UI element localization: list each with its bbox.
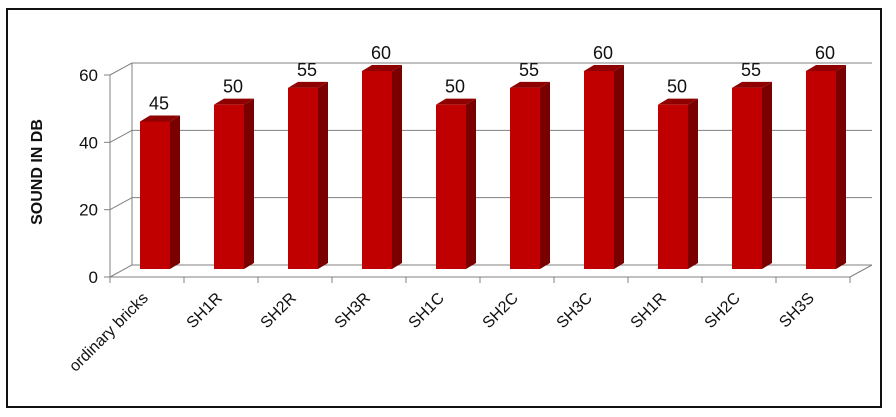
- bar-top: [362, 65, 402, 71]
- bar-top: [436, 98, 476, 105]
- grid-diagonal: [109, 129, 133, 143]
- bar-top: [584, 65, 624, 71]
- bar: [510, 87, 540, 269]
- grid-diagonal: [109, 197, 133, 211]
- x-tick-label: SH2C: [480, 290, 522, 332]
- data-label: 50: [223, 77, 243, 97]
- bar: [214, 104, 244, 270]
- y-tick-label: 20: [79, 201, 98, 220]
- data-label: 50: [445, 77, 465, 97]
- bar-side: [540, 81, 550, 269]
- data-label: 60: [593, 43, 613, 63]
- bar-top: [806, 65, 846, 71]
- bar-side: [170, 115, 180, 269]
- bar: [658, 104, 688, 270]
- bar-top: [510, 81, 550, 88]
- grid-diagonal: [109, 264, 133, 278]
- x-tick-label: SH3C: [554, 290, 596, 332]
- y-tick-label: 60: [79, 66, 98, 85]
- data-label: 60: [371, 43, 391, 63]
- bar: [288, 87, 318, 269]
- bar-side: [466, 98, 476, 270]
- bar-side: [836, 65, 846, 269]
- bar: [732, 87, 762, 269]
- bar-top: [214, 98, 254, 105]
- bar-layer: [140, 65, 846, 270]
- grid-diagonal: [109, 62, 133, 76]
- bar-top: [140, 115, 180, 122]
- bar-side: [318, 81, 328, 269]
- data-label: 55: [741, 60, 761, 80]
- data-label: 55: [519, 60, 539, 80]
- x-tick-label: SH1R: [628, 290, 670, 332]
- bar-side: [762, 81, 772, 269]
- bar-top: [288, 81, 328, 88]
- data-label: 60: [815, 43, 835, 63]
- bar: [140, 121, 170, 269]
- x-tick-label: SH1R: [184, 290, 226, 332]
- bar-side: [614, 65, 624, 269]
- bar: [362, 71, 392, 269]
- y-tick-label: 40: [79, 133, 98, 152]
- axis-layer: [104, 63, 873, 283]
- x-tick-label: SH2C: [702, 290, 744, 332]
- x-tick-label: ordinary bricks: [66, 290, 152, 376]
- data-label: 50: [667, 77, 687, 97]
- bar: [436, 104, 466, 270]
- x-tick-label: SH1C: [406, 290, 448, 332]
- x-tick-label: SH3R: [332, 290, 374, 332]
- data-label: 45: [149, 94, 169, 114]
- bar: [584, 71, 614, 269]
- y-axis-label: SOUND IN DB: [29, 119, 46, 225]
- bar-side: [392, 65, 402, 269]
- y-tick-label: 0: [89, 268, 98, 287]
- data-label: 55: [297, 60, 317, 80]
- floor-edge: [849, 264, 873, 278]
- bar-top: [732, 81, 772, 88]
- bar-side: [244, 98, 254, 270]
- x-tick-label: SH3S: [776, 290, 818, 332]
- x-tick-label: SH2R: [258, 290, 300, 332]
- bar-side: [688, 98, 698, 270]
- bar: [806, 71, 836, 269]
- bar-top: [658, 98, 698, 105]
